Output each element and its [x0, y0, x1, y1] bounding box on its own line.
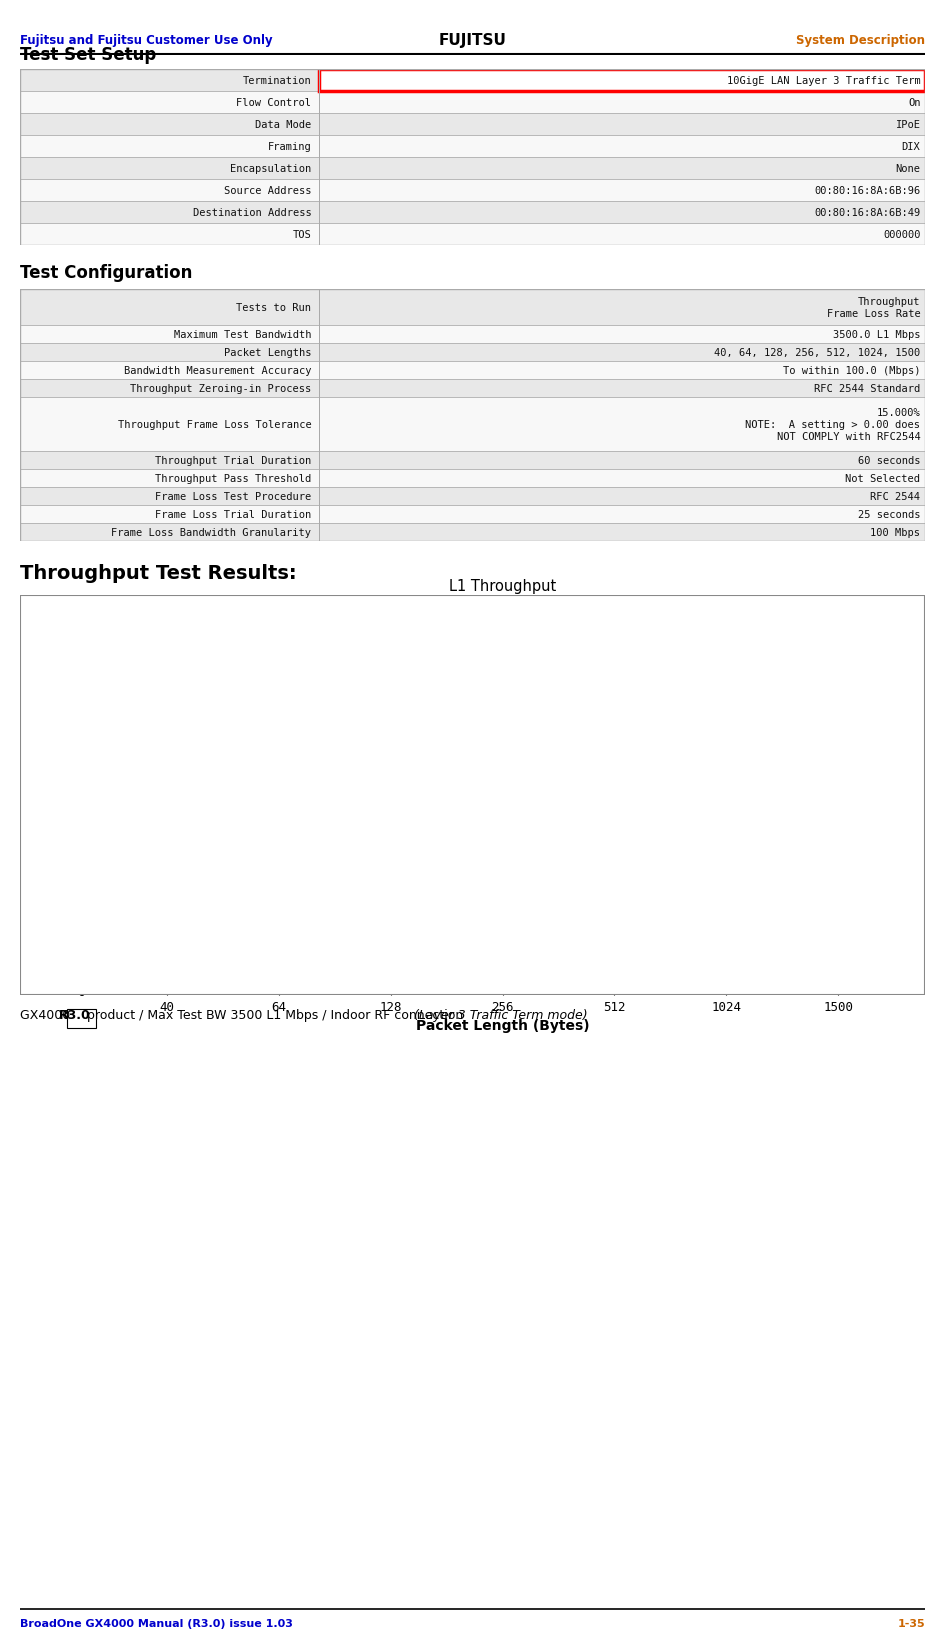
- Bar: [132, 682, 201, 991]
- Text: Tests to Run: Tests to Run: [236, 304, 312, 313]
- Text: 000000: 000000: [882, 230, 919, 240]
- Bar: [20, 224, 924, 246]
- Text: BroadOne GX4000 Manual (R3.0) issue 1.03: BroadOne GX4000 Manual (R3.0) issue 1.03: [20, 1619, 293, 1629]
- Bar: [244, 697, 313, 991]
- Text: (Layer 3 Traffic Term mode): (Layer 3 Traffic Term mode): [413, 1009, 587, 1022]
- Bar: [20, 344, 924, 362]
- Bar: [20, 362, 924, 380]
- Bar: [20, 202, 924, 224]
- Text: TOS: TOS: [293, 230, 312, 240]
- Text: To within 100.0 (Mbps): To within 100.0 (Mbps): [783, 366, 919, 375]
- Text: GX4000: GX4000: [20, 1009, 75, 1022]
- Text: Source Address: Source Address: [224, 186, 312, 196]
- Text: 40, 64, 128, 256, 512, 1024, 1500: 40, 64, 128, 256, 512, 1024, 1500: [714, 348, 919, 357]
- Text: Packet Lengths: Packet Lengths: [224, 348, 312, 357]
- Text: 3128.0: 3128.0: [369, 669, 412, 682]
- Text: 1-35: 1-35: [897, 1619, 924, 1629]
- Text: 00:80:16:8A:6B:96: 00:80:16:8A:6B:96: [814, 186, 919, 196]
- Text: Data Mode: Data Mode: [255, 119, 312, 131]
- Bar: [691, 671, 760, 991]
- Bar: [20, 326, 924, 344]
- Text: 00:80:16:8A:6B:49: 00:80:16:8A:6B:49: [814, 207, 919, 217]
- Text: Test Set Setup: Test Set Setup: [20, 46, 156, 64]
- Text: 3166.0: 3166.0: [145, 664, 188, 677]
- Text: Fujitsu and Fujitsu Customer Use Only: Fujitsu and Fujitsu Customer Use Only: [20, 34, 272, 47]
- Text: Frame Loss Trial Duration: Frame Loss Trial Duration: [155, 509, 312, 519]
- Bar: [20, 470, 924, 488]
- X-axis label: Packet Length (Bytes): Packet Length (Bytes): [415, 1018, 589, 1033]
- Bar: [67, 1010, 96, 1028]
- Bar: [467, 677, 536, 991]
- Text: 3020.1: 3020.1: [257, 679, 299, 692]
- Bar: [20, 114, 924, 135]
- Text: 60 seconds: 60 seconds: [857, 455, 919, 465]
- Text: 25 seconds: 25 seconds: [857, 509, 919, 519]
- Text: FUJITSU: FUJITSU: [438, 33, 506, 47]
- Bar: [20, 158, 924, 180]
- Bar: [356, 685, 425, 991]
- Bar: [802, 669, 872, 991]
- Text: RFC 2544 Standard: RFC 2544 Standard: [814, 384, 919, 393]
- Text: Throughput
Frame Loss Rate: Throughput Frame Loss Rate: [826, 297, 919, 318]
- Text: Throughput Test Results:: Throughput Test Results:: [20, 563, 296, 583]
- Text: Termination: Termination: [243, 77, 312, 86]
- Text: Maximum Test Bandwidth: Maximum Test Bandwidth: [174, 330, 312, 339]
- Bar: [20, 290, 924, 326]
- Text: product / Max Test BW 3500 L1 Mbps / Indoor RF connection: product / Max Test BW 3500 L1 Mbps / Ind…: [83, 1009, 466, 1022]
- Bar: [20, 488, 924, 506]
- Text: Destination Address: Destination Address: [193, 207, 312, 217]
- Bar: [20, 91, 924, 114]
- Bar: [20, 180, 924, 202]
- Text: Frame Loss Bandwidth Granularity: Frame Loss Bandwidth Granularity: [111, 527, 312, 537]
- Text: 10GigE LAN Layer 3 Traffic Term: 10GigE LAN Layer 3 Traffic Term: [726, 77, 919, 86]
- Bar: [20, 135, 924, 158]
- Text: 3303.7: 3303.7: [816, 651, 859, 664]
- Bar: [579, 672, 649, 991]
- Text: Encapsulation: Encapsulation: [230, 163, 312, 175]
- Y-axis label: L1 Throughput (Mbps): L1 Throughput (Mbps): [35, 721, 48, 870]
- Text: Throughput Trial Duration: Throughput Trial Duration: [155, 455, 312, 465]
- Text: Frame Loss Test Procedure: Frame Loss Test Procedure: [155, 491, 312, 501]
- Text: 3285.3: 3285.3: [704, 653, 747, 666]
- Text: None: None: [895, 163, 919, 175]
- Bar: [20, 506, 924, 524]
- Text: 3256.9: 3256.9: [593, 656, 635, 669]
- Text: 3208.9: 3208.9: [480, 661, 523, 674]
- Bar: [318, 70, 924, 91]
- Text: Test Configuration: Test Configuration: [20, 264, 193, 282]
- Text: Throughput Frame Loss Tolerance: Throughput Frame Loss Tolerance: [118, 419, 312, 429]
- Text: 15.000%
NOTE:  A setting > 0.00 does
NOT COMPLY with RFC2544: 15.000% NOTE: A setting > 0.00 does NOT …: [745, 408, 919, 441]
- Text: R3.0: R3.0: [59, 1009, 91, 1022]
- Text: 3500.0 L1 Mbps: 3500.0 L1 Mbps: [832, 330, 919, 339]
- Text: RFC 2544: RFC 2544: [869, 491, 919, 501]
- Text: Not Selected: Not Selected: [845, 473, 919, 483]
- Text: Bandwidth Measurement Accuracy: Bandwidth Measurement Accuracy: [124, 366, 312, 375]
- Bar: [20, 398, 924, 452]
- Text: Throughput Pass Threshold: Throughput Pass Threshold: [155, 473, 312, 483]
- Text: Throughput Zeroing-in Process: Throughput Zeroing-in Process: [130, 384, 312, 393]
- Bar: [20, 70, 924, 91]
- Bar: [20, 380, 924, 398]
- Title: L1 Throughput: L1 Throughput: [448, 579, 555, 594]
- Text: System Description: System Description: [795, 34, 924, 47]
- Text: Framing: Framing: [267, 142, 312, 152]
- Text: Flow Control: Flow Control: [236, 98, 312, 108]
- Text: DIX: DIX: [901, 142, 919, 152]
- Bar: [20, 452, 924, 470]
- Text: IPoE: IPoE: [895, 119, 919, 131]
- Bar: [20, 524, 924, 542]
- Text: On: On: [907, 98, 919, 108]
- Text: 100 Mbps: 100 Mbps: [869, 527, 919, 537]
